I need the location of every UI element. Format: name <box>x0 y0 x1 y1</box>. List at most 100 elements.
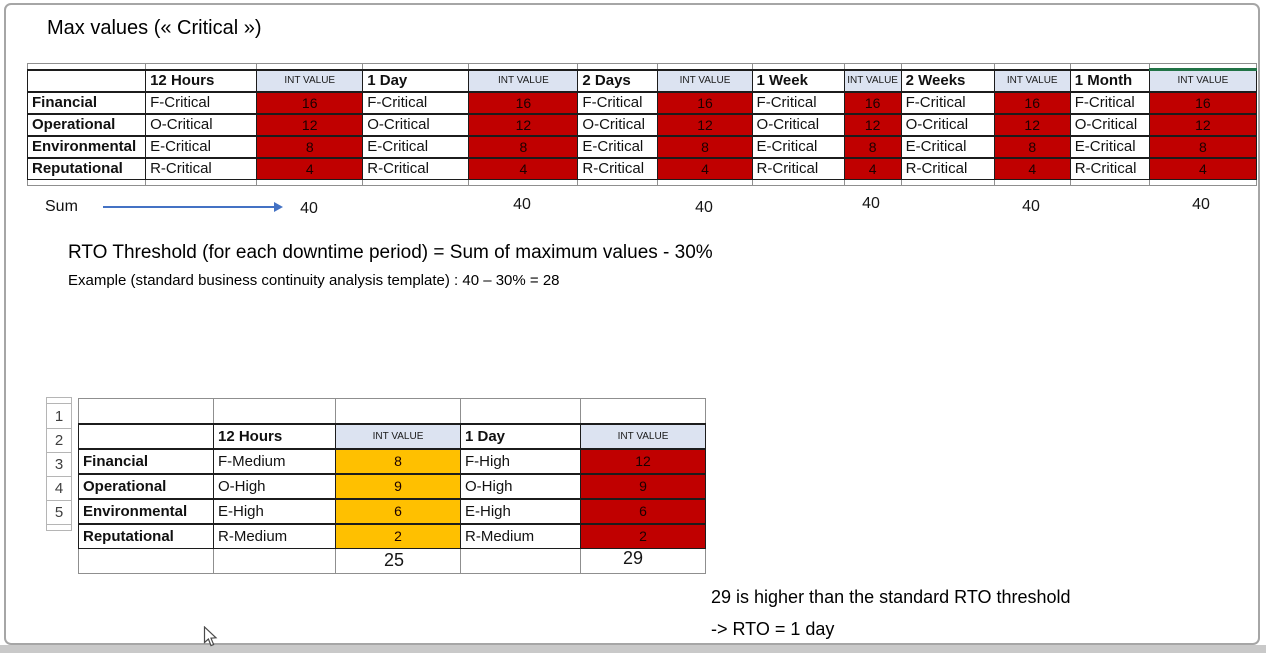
level-cell: E-Critical <box>1069 134 1150 158</box>
grid-partial-cell <box>1148 179 1258 186</box>
level-cell: F-Critical <box>577 90 659 114</box>
period-header: 12 Hours <box>213 422 336 449</box>
value-cell: 8 <box>843 134 902 158</box>
level-cell: E-High <box>460 497 581 524</box>
level-cell: E-Critical <box>751 134 845 158</box>
value-cell: 12 <box>256 112 364 136</box>
sum-arrow-head-icon <box>274 202 283 212</box>
level-cell: E-Critical <box>145 134 258 158</box>
category-cell: Operational <box>26 112 147 136</box>
value-cell: 4 <box>843 156 902 180</box>
table-row: Environmental E-High 6 E-High 6 <box>78 497 706 524</box>
level-cell: O-High <box>460 472 581 499</box>
value-cell: 16 <box>843 90 902 114</box>
corner-cell <box>26 68 147 92</box>
grid-partial-cell <box>751 179 845 186</box>
value-cell: 16 <box>993 90 1071 114</box>
period-header: 1 Day <box>362 68 470 92</box>
value-cell: 12 <box>580 447 706 474</box>
table-row: Environmental E-Critical 8 E-Critical 8 E-Cri… <box>26 134 1258 158</box>
period-header: 2 Weeks <box>900 68 995 92</box>
corner-cell <box>78 422 214 449</box>
value-cell: 16 <box>256 90 364 114</box>
grid-partial-cell <box>1069 179 1150 186</box>
level-cell: R-Critical <box>1069 156 1150 180</box>
category-cell: Reputational <box>26 156 147 180</box>
grid-partial-cell <box>468 179 579 186</box>
sum-value: 40 <box>695 199 713 216</box>
level-cell: F-Critical <box>362 90 470 114</box>
period-header: 12 Hours <box>145 68 258 92</box>
level-cell: F-High <box>460 447 581 474</box>
level-cell: O-Critical <box>145 112 258 136</box>
grid-partial-cell <box>213 548 336 574</box>
grid-partial-cell <box>78 398 214 424</box>
table-row: Financial F-Medium 8 F-High 12 <box>78 447 706 474</box>
level-cell: R-Critical <box>577 156 659 180</box>
period-header: 1 Day <box>460 422 581 449</box>
header-row: 12 Hours INT VALUE 1 Day INT VALUE 2 Days INT… <box>26 68 1258 92</box>
table-row: Operational O-Critical 12 O-Critical 12 O-Cri… <box>26 112 1258 136</box>
value-cell: 16 <box>657 90 753 114</box>
value-cell: 4 <box>256 156 364 180</box>
level-cell: E-High <box>213 497 336 524</box>
sum-label: Sum <box>45 198 78 215</box>
level-cell: E-Critical <box>900 134 995 158</box>
int-value-header: INT VALUE <box>657 68 753 92</box>
value-cell: 2 <box>335 522 461 549</box>
sum-value: 40 <box>862 195 880 212</box>
table-row: Operational O-High 9 O-High 9 <box>78 472 706 499</box>
value-cell: 8 <box>335 447 461 474</box>
level-cell: O-Critical <box>900 112 995 136</box>
conclusion-text: 29 is higher than the standard RTO thres… <box>711 581 1071 645</box>
level-cell: R-Critical <box>145 156 258 180</box>
grid-partial-cell <box>657 179 753 186</box>
value-cell: 4 <box>1148 156 1258 180</box>
level-cell: E-Critical <box>577 134 659 158</box>
header-row: 12 Hours INT VALUE 1 Day INT VALUE <box>78 422 706 449</box>
level-cell: R-Medium <box>460 522 581 549</box>
value-cell: 12 <box>843 112 902 136</box>
int-value-header: INT VALUE <box>993 68 1071 92</box>
grid-partial-cell <box>145 179 258 186</box>
level-cell: F-Medium <box>213 447 336 474</box>
category-cell: Operational <box>78 472 214 499</box>
category-cell: Financial <box>78 447 214 474</box>
value-cell: 4 <box>468 156 579 180</box>
level-cell: R-Critical <box>900 156 995 180</box>
grid-partial-row <box>78 398 706 424</box>
value-cell: 9 <box>335 472 461 499</box>
grid-partial-cell <box>213 398 336 424</box>
period-header: 2 Days <box>577 68 659 92</box>
level-cell: F-Critical <box>145 90 258 114</box>
sum-arrow-icon <box>103 206 275 208</box>
page-title: Max values (« Critical ») <box>47 17 262 39</box>
value-cell: 6 <box>580 497 706 524</box>
value-cell: 16 <box>468 90 579 114</box>
value-cell: 8 <box>657 134 753 158</box>
int-value-header: INT VALUE <box>468 68 579 92</box>
int-value-header: INT VALUE <box>256 68 364 92</box>
row-number: 5 <box>46 500 72 525</box>
int-value-header: INT VALUE <box>335 422 461 449</box>
grid-partial-cell <box>26 179 147 186</box>
value-cell: 2 <box>580 522 706 549</box>
max-values-table: 12 Hours INT VALUE 1 Day INT VALUE 2 Days INT… <box>26 63 1258 186</box>
grid-partial-cell <box>993 179 1071 186</box>
row-number: 1 <box>46 403 72 429</box>
grid-partial-cell <box>843 179 902 186</box>
level-cell: R-Critical <box>751 156 845 180</box>
window-bottom-edge <box>0 645 1266 653</box>
conclusion-line-1: 29 is higher than the standard RTO thres… <box>711 587 1071 607</box>
level-cell: O-High <box>213 472 336 499</box>
int-value-header: INT VALUE <box>1148 68 1258 92</box>
level-cell: E-Critical <box>362 134 470 158</box>
grid-partial-cell <box>580 398 706 424</box>
conclusion-line-2: -> RTO = 1 day <box>711 619 835 639</box>
level-cell: R-Medium <box>213 522 336 549</box>
level-cell: F-Critical <box>900 90 995 114</box>
table-row: Financial F-Critical 16 F-Critical 16 F-Criti… <box>26 90 1258 114</box>
int-value-header: INT VALUE <box>843 68 902 92</box>
grid-partial-cell <box>460 398 581 424</box>
